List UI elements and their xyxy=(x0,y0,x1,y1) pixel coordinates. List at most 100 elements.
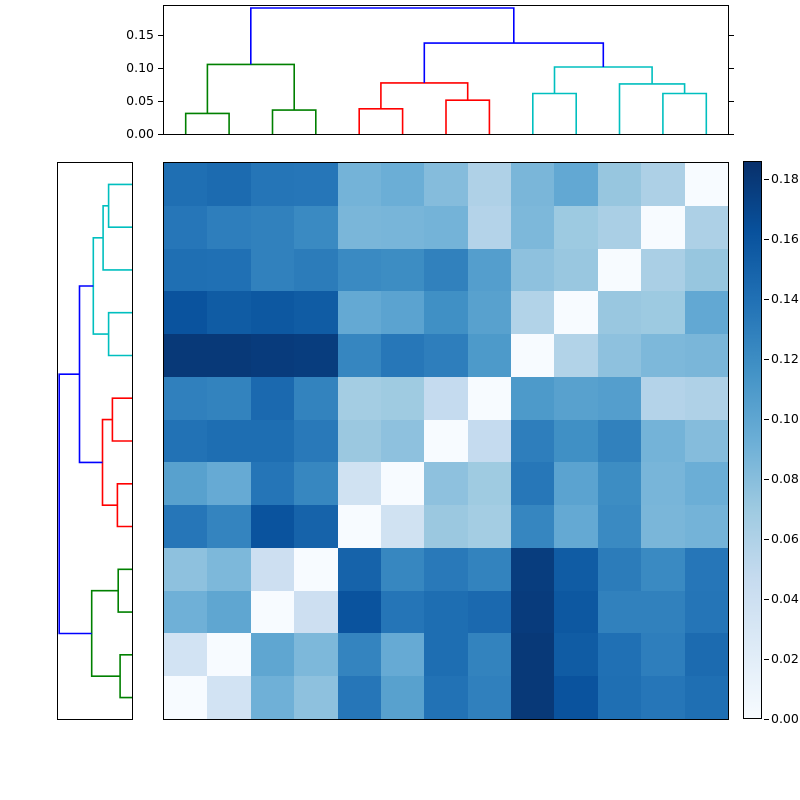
heatmap-cell xyxy=(684,462,728,506)
top-axis-tick-label: 0.10 xyxy=(126,60,154,75)
heatmap-cell xyxy=(511,547,555,591)
heatmap-cell xyxy=(641,676,685,719)
heatmap-cell xyxy=(641,547,685,591)
dendrogram-link xyxy=(107,311,132,357)
heatmap-cell xyxy=(337,590,381,634)
top-axis-tick-label: 0.00 xyxy=(126,126,154,141)
dendrogram-link xyxy=(271,109,317,134)
heatmap-cell xyxy=(511,291,555,335)
colorbar-tick-label: 0.14 xyxy=(771,291,799,306)
dendrogram-link xyxy=(445,99,491,134)
heatmap-cell xyxy=(554,291,598,335)
heatmap-cell xyxy=(641,590,685,634)
heatmap-cell xyxy=(597,376,642,420)
heatmap-cell xyxy=(424,334,468,377)
heatmap-cell xyxy=(164,205,208,249)
heatmap-cell xyxy=(554,462,598,506)
heatmap-cell xyxy=(207,163,251,206)
heatmap-cell xyxy=(467,505,512,548)
heatmap-cell xyxy=(250,248,295,292)
colorbar-tick xyxy=(764,299,769,300)
colorbar-tick-label: 0.02 xyxy=(771,651,799,666)
heatmap-cell xyxy=(164,676,208,719)
heatmap-cell xyxy=(380,505,425,548)
heatmap-cell xyxy=(164,462,208,506)
heatmap-cell xyxy=(641,633,685,677)
heatmap-cell xyxy=(511,633,555,677)
heatmap-cell xyxy=(511,462,555,506)
dendrogram-link xyxy=(206,63,295,114)
top-axis-tick-label: 0.15 xyxy=(126,27,154,42)
heatmap-cell xyxy=(511,163,555,206)
heatmap-cell xyxy=(424,590,468,634)
heatmap-cell xyxy=(554,419,598,463)
heatmap-cell xyxy=(294,633,338,677)
colorbar-tick-label: 0.16 xyxy=(771,231,799,246)
heatmap-cell xyxy=(207,590,251,634)
dendrogram-link xyxy=(107,183,132,228)
heatmap-cell xyxy=(597,547,642,591)
dendrogram-link xyxy=(111,397,132,442)
heatmap-cell xyxy=(554,334,598,377)
heatmap-cell xyxy=(164,376,208,420)
heatmap-cell xyxy=(250,633,295,677)
heatmap-cell xyxy=(554,248,598,292)
heatmap-cell xyxy=(337,547,381,591)
heatmap-cell xyxy=(554,163,598,206)
heatmap-cell xyxy=(684,248,728,292)
heatmap-cell xyxy=(337,419,381,463)
dendrogram-link xyxy=(116,483,132,528)
heatmap-cell xyxy=(164,163,208,206)
heatmap-cell xyxy=(250,505,295,548)
heatmap-cell xyxy=(164,334,208,377)
heatmap-cell xyxy=(380,547,425,591)
colorbar-tick xyxy=(764,599,769,600)
heatmap-cell xyxy=(554,205,598,249)
heatmap-cell xyxy=(164,633,208,677)
colorbar-tick xyxy=(764,659,769,660)
dendrogram-link xyxy=(423,42,605,83)
colorbar-tick-label: 0.06 xyxy=(771,531,799,546)
heatmap-cell xyxy=(684,163,728,206)
top-axis-tick xyxy=(158,101,163,102)
heatmap-cell xyxy=(684,376,728,420)
heatmap-cell xyxy=(207,291,251,335)
heatmap-cell xyxy=(380,334,425,377)
heatmap-cell xyxy=(164,590,208,634)
heatmap-cell xyxy=(467,205,512,249)
heatmap-cell xyxy=(641,376,685,420)
heatmap-cell xyxy=(424,547,468,591)
heatmap-cell xyxy=(380,676,425,719)
heatmap-cell xyxy=(250,291,295,335)
top-axis-tick-right xyxy=(729,68,734,69)
heatmap-cell xyxy=(597,205,642,249)
heatmap-cell xyxy=(207,205,251,249)
dendrogram-link xyxy=(117,568,132,613)
heatmap-cell xyxy=(641,462,685,506)
colorbar-tick-label: 0.18 xyxy=(771,171,799,186)
dendrogram-link xyxy=(532,92,577,134)
top-axis-tick-right xyxy=(729,134,734,135)
heatmap-cell xyxy=(684,633,728,677)
heatmap-cell xyxy=(467,462,512,506)
top-axis-tick xyxy=(158,134,163,135)
heatmap-cell xyxy=(467,248,512,292)
heatmap-cell xyxy=(294,676,338,719)
heatmap-cell xyxy=(424,419,468,463)
heatmap-cell xyxy=(250,462,295,506)
heatmap-cell xyxy=(597,163,642,206)
colorbar-tick xyxy=(764,239,769,240)
heatmap-cell xyxy=(337,291,381,335)
dendrogram-link xyxy=(101,418,118,506)
heatmap-cell xyxy=(250,205,295,249)
heatmap-cell xyxy=(294,248,338,292)
dendrogram-link xyxy=(250,7,515,65)
heatmap-cell xyxy=(424,376,468,420)
heatmap-cell xyxy=(684,590,728,634)
heatmap-cell xyxy=(597,633,642,677)
heatmap-cell xyxy=(294,163,338,206)
dendrogram-link xyxy=(92,237,109,335)
heatmap-cell xyxy=(641,163,685,206)
heatmap-cell xyxy=(164,505,208,548)
heatmap xyxy=(163,162,729,720)
